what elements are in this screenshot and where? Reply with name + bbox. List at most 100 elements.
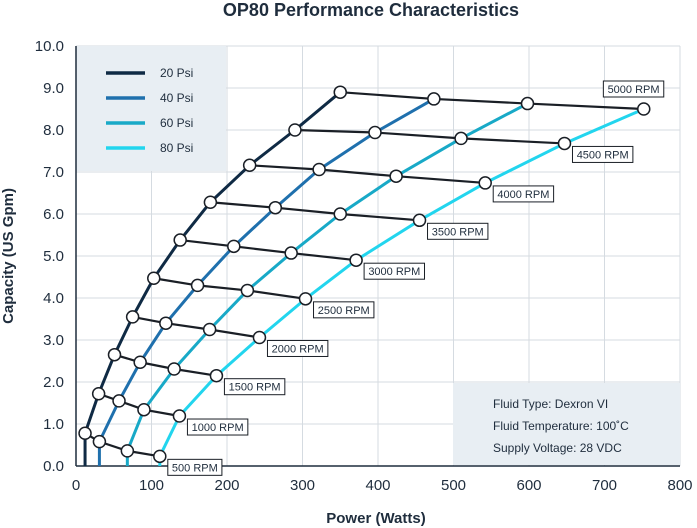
rpm-label-text: 4000 RPM <box>497 189 549 201</box>
x-axis-label: Power (Watts) <box>326 510 425 527</box>
data-point <box>427 92 441 106</box>
data-point <box>478 176 492 190</box>
rpm-line <box>249 164 486 185</box>
rpm-label-box <box>266 339 329 357</box>
data-point <box>368 125 382 140</box>
y-tick-label: 5.0 <box>43 248 64 265</box>
data-point <box>242 158 257 173</box>
data-point <box>173 233 187 247</box>
rpm-label-box <box>313 301 375 319</box>
data-point <box>167 362 181 376</box>
y-tick-label: 6.0 <box>43 206 64 223</box>
legend-label: 60 Psi <box>160 116 193 130</box>
rpm-label: 3000 RPM <box>363 262 426 280</box>
data-point <box>412 213 427 228</box>
rpm-line <box>114 353 217 377</box>
rpm-label-box <box>602 80 665 98</box>
data-point <box>227 239 241 254</box>
legend: 20 Psi 40 Psi 60 Psi 80 Psi <box>106 66 193 155</box>
data-point <box>202 322 217 337</box>
x-tick-label: 0 <box>72 477 80 494</box>
legend-label: 40 Psi <box>160 91 193 105</box>
data-point <box>172 409 187 423</box>
rpm-label-text: 1000 RPM <box>192 422 244 434</box>
y-axis-label: Capacity (US Gpm) <box>0 188 17 324</box>
data-point <box>209 368 224 383</box>
data-point <box>349 253 363 267</box>
rpm-label: 1000 RPM <box>186 418 249 436</box>
data-point <box>190 278 205 293</box>
rpm-label: 3500 RPM <box>427 222 489 240</box>
tick-labels: 0 100 200 300 400 500 600 700 800 0.0 1.0 2.0 3.0 4.0… <box>35 38 693 494</box>
y-tick-label: 9.0 <box>43 80 64 97</box>
info-text: Fluid Type: Dexron VI Fluid Temperature: … <box>493 397 629 455</box>
info-box <box>453 383 680 465</box>
rpm-label-text: 4500 RPM <box>577 149 629 161</box>
data-point <box>252 330 267 345</box>
x-tick-label: 800 <box>667 477 692 494</box>
info-line: Fluid Temperature: 100˚C <box>493 419 629 433</box>
x-tick-label: 400 <box>365 477 390 494</box>
rpm-line <box>180 238 357 262</box>
data-point <box>454 131 468 146</box>
rpm-label-box <box>363 262 426 280</box>
grid <box>76 45 681 466</box>
data-point <box>107 347 122 362</box>
data-point <box>203 195 218 209</box>
data-point <box>312 162 326 177</box>
legend-label: 80 Psi <box>160 141 193 155</box>
rpm-label-text: 5000 RPM <box>608 84 660 96</box>
rpm-label-text: 2500 RPM <box>318 305 370 317</box>
rpm-label: 2500 RPM <box>313 301 375 319</box>
legend-label: 20 Psi <box>160 66 193 80</box>
rpm-line <box>98 392 180 418</box>
rpm-label-text: 500 RPM <box>172 462 218 474</box>
data-point <box>333 85 347 99</box>
data-point <box>520 96 535 111</box>
y-tick-label: 1.0 <box>43 416 64 433</box>
y-tick-label: 0.0 <box>43 458 64 475</box>
rpm-label: 4500 RPM <box>571 145 634 163</box>
data-point <box>153 449 167 464</box>
info-line: Fluid Type: Dexron VI <box>493 397 608 411</box>
data-point <box>389 169 403 183</box>
rpm-label-box <box>223 378 286 396</box>
x-tick-label: 600 <box>516 477 541 494</box>
data-point <box>78 426 92 440</box>
data-point <box>92 434 107 449</box>
rpm-label-box <box>427 222 489 240</box>
y-tick-label: 7.0 <box>43 164 64 181</box>
info-line: Supply Voltage: 28 VDC <box>493 441 622 455</box>
y-tick-label: 3.0 <box>43 332 64 349</box>
rpm-label: 2000 RPM <box>266 339 329 357</box>
data-point <box>637 102 651 116</box>
y-tick-label: 8.0 <box>43 122 64 139</box>
data-point <box>137 402 151 417</box>
rpm-label-box <box>492 185 555 203</box>
data-point <box>268 200 283 215</box>
rpm-label-text: 3000 RPM <box>368 266 420 278</box>
rpm-label: 4000 RPM <box>492 185 555 203</box>
data-point <box>159 316 173 330</box>
y-tick-label: 10.0 <box>35 38 64 55</box>
rpm-label-text: 2000 RPM <box>272 343 324 355</box>
rpm-label-box <box>186 418 249 436</box>
data-point <box>333 207 347 221</box>
x-tick-label: 500 <box>441 477 466 494</box>
rpm-label: 500 RPM <box>167 458 223 476</box>
legend-entry: 60 Psi <box>106 116 193 130</box>
box-layer <box>76 46 680 465</box>
rpm-line <box>153 277 306 300</box>
y-tick-label: 2.0 <box>43 374 64 391</box>
rpm-line <box>294 128 565 145</box>
data-point <box>120 444 135 458</box>
legend-box <box>76 46 226 171</box>
rpm-label-text: 3500 RPM <box>432 226 484 238</box>
x-tick-label: 300 <box>290 477 315 494</box>
data-point <box>288 123 302 137</box>
data-point <box>133 355 147 370</box>
rpm-label-box <box>571 145 634 163</box>
data-point <box>125 310 140 324</box>
